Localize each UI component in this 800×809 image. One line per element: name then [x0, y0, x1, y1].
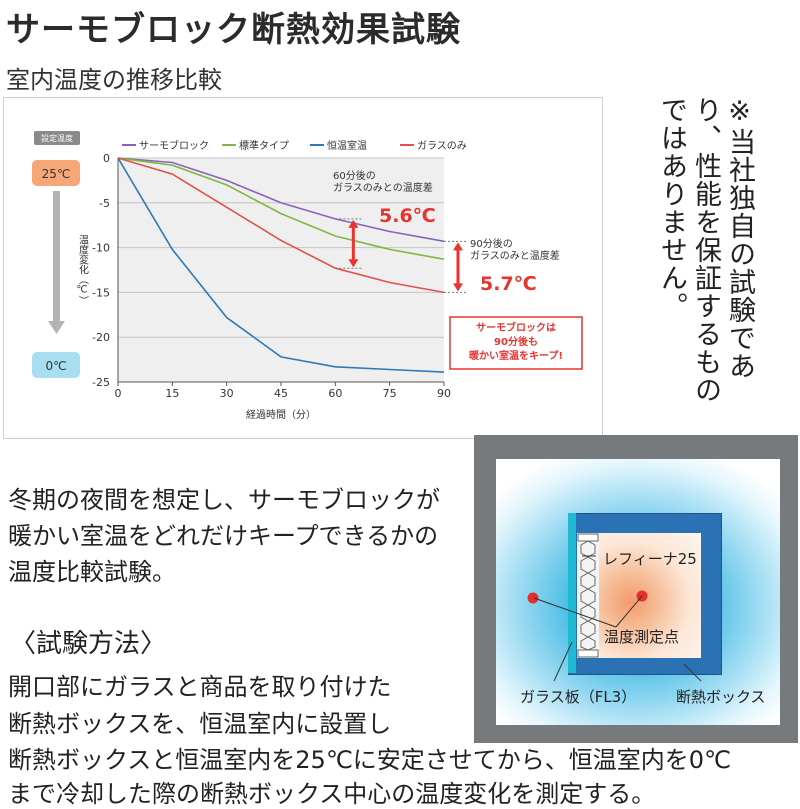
y-tick-label: -20 — [92, 331, 110, 344]
test-description: 冬期の夜間を想定し、サーモブロックが暖かい室温をどれだけキープできるかの温度比較… — [8, 486, 440, 586]
y-tick-label: 0 — [103, 152, 110, 165]
method-line: 開口部にガラスと商品を取り付けた — [8, 673, 392, 701]
series-line — [117, 157, 445, 243]
annotation-text: ガラスのみとの温度差 — [333, 181, 433, 194]
diff-value: 5.7℃ — [480, 273, 537, 295]
method-line: 断熱ボックスと恒温室内を25℃に安定させてから、恒温室内を0℃ — [8, 746, 731, 774]
temperature-chart: 0 -5 -10 -15 -20 -25 0 15 30 45 60 75 90 経過時間（分） 温度変化（… — [32, 131, 583, 421]
legend-label: ガラスのみ — [417, 140, 467, 152]
chart-subtitle: 室内温度の推移比較 — [6, 66, 222, 94]
callout-box — [449, 316, 583, 370]
leader-line — [615, 595, 643, 628]
series-line — [117, 157, 445, 294]
leader-line — [533, 597, 617, 628]
method-line: まで冷却した際の断熱ボックス中心の温度変化を測定する。 — [8, 780, 656, 808]
label-measure-point: 温度測定点 — [604, 628, 680, 646]
method-line: 断熱ボックスを、恒温室内に設置し — [8, 710, 392, 738]
y-tick-label: -10 — [92, 242, 110, 255]
callout-text: 暖かい室温をキープ! — [469, 349, 563, 362]
method-heading: 〈試験方法〉 — [10, 629, 167, 659]
x-tick-label: 60 — [328, 387, 342, 400]
x-tick-label: 75 — [383, 387, 397, 400]
start-temp-label: 25℃ — [42, 167, 71, 181]
end-temp-badge — [32, 352, 80, 378]
start-temp-badge — [32, 160, 80, 186]
y-tick-label: -25 — [92, 376, 110, 389]
disclaimer-note: ※当社独自の試験であり、性能を保証するものではありません。 — [656, 96, 755, 404]
temp-arrow-head — [48, 321, 65, 334]
legend-label: サーモブロック — [139, 139, 209, 152]
x-tick-label: 30 — [220, 387, 234, 400]
set-temp-tag — [34, 131, 80, 145]
y-tick-label: -15 — [92, 286, 110, 299]
diff-arrow-head — [348, 219, 359, 228]
measure-dot — [527, 592, 539, 604]
x-tick-label: 45 — [274, 387, 288, 400]
plot-area — [118, 158, 444, 382]
diff-arrow-head — [348, 259, 359, 268]
annotation-text: 90分後の — [470, 237, 513, 250]
end-temp-label: 0℃ — [45, 359, 66, 373]
page-title: サーモブロック断熱効果試験 — [6, 10, 461, 50]
diff-arrow-head — [453, 242, 463, 251]
leader-line — [683, 663, 702, 682]
set-temp-label: 設定温度 — [41, 133, 73, 143]
legend-label: 標準タイプ — [239, 139, 289, 152]
box-interior — [598, 533, 701, 658]
diff-value: 5.6℃ — [379, 205, 436, 227]
y-axis-label: 温度変化（℃） — [76, 234, 88, 305]
series-line — [117, 157, 445, 373]
label-box: 断熱ボックス — [676, 688, 766, 706]
chart-panel: 0 -5 -10 -15 -20 -25 0 15 30 45 60 75 90 経過時間（分） 温度変化（… — [3, 97, 603, 439]
label-glass: ガラス板（FL3） — [520, 688, 637, 706]
annotation-text: ガラスのみと温度差 — [470, 249, 560, 262]
y-tick-label: -5 — [99, 197, 110, 210]
x-tick-label: 15 — [165, 387, 179, 400]
x-axis-label: 経過時間（分） — [246, 408, 316, 421]
temp-arrow-shaft — [53, 191, 60, 321]
leader-line — [553, 641, 573, 682]
diagram-markers — [527, 555, 702, 682]
x-tick-label: 0 — [115, 387, 122, 400]
honeycomb-icon — [577, 533, 599, 658]
diff-arrow-head — [453, 283, 463, 292]
callout-text: サーモブロックは — [476, 321, 556, 334]
label-refina: レフィーナ25 — [603, 550, 697, 568]
series-line — [117, 157, 445, 260]
x-tick-label: 90 — [437, 387, 451, 400]
glass-panel — [568, 513, 576, 673]
callout-text: 90分後も — [494, 335, 538, 348]
legend-label: 恒温室温 — [327, 139, 367, 152]
annotation-text: 60分後の — [333, 169, 376, 182]
